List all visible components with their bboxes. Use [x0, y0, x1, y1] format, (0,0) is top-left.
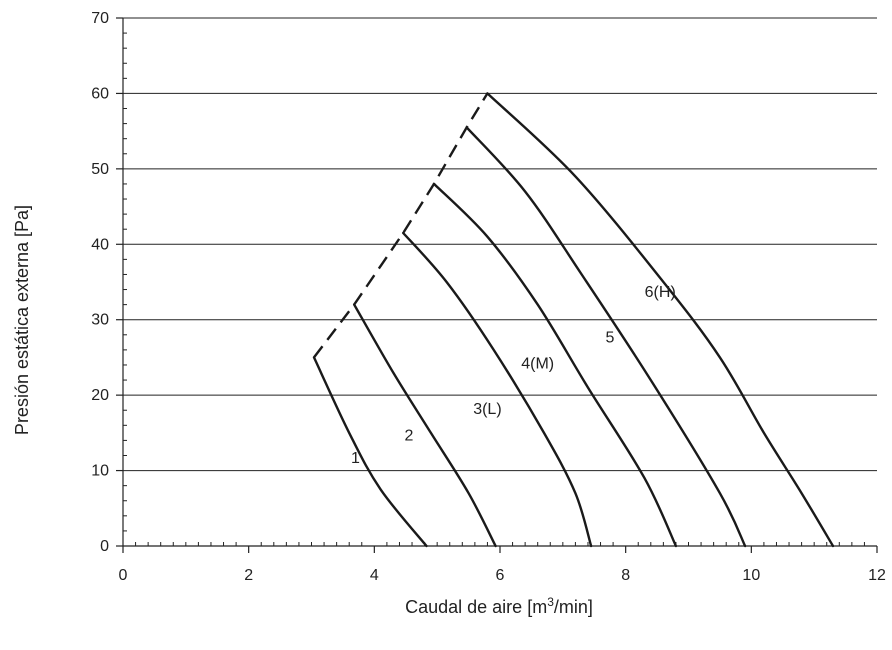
y-tick-label-20: 20	[91, 387, 109, 404]
y-tick-label-0: 0	[100, 538, 109, 555]
curve-label-3: 3(L)	[473, 401, 501, 418]
curve-2	[353, 303, 497, 548]
x-tick-label-6: 6	[496, 567, 505, 584]
curve-label-5: 5	[606, 329, 615, 346]
y-tick-label-40: 40	[91, 236, 109, 253]
curve-label-4: 4(M)	[521, 356, 554, 373]
x-axis-title: Caudal de aire [m3/min]	[405, 595, 593, 617]
x-tick-label-4: 4	[370, 567, 379, 584]
curve-label-2: 2	[404, 427, 413, 444]
curve-label-6: 6(H)	[645, 284, 676, 301]
curve-5	[465, 126, 747, 548]
y-axis-title: Presión estática externa [Pa]	[12, 205, 32, 435]
curve-4	[432, 182, 678, 548]
y-tick-label-70: 70	[91, 10, 109, 27]
curve-1	[312, 356, 428, 548]
grid-lines	[123, 17, 877, 472]
performance-curves	[312, 92, 835, 548]
y-tick-label-10: 10	[91, 463, 109, 480]
x-tick-label-2: 2	[244, 567, 253, 584]
x-tick-label-0: 0	[119, 567, 128, 584]
curve-6	[486, 92, 835, 548]
y-tick-label-60: 60	[91, 85, 109, 102]
limit-line-dashed	[313, 92, 489, 359]
curve-label-1: 1	[351, 450, 360, 467]
x-tick-label-8: 8	[621, 567, 630, 584]
x-tick-label-12: 12	[868, 567, 886, 584]
x-tick-label-10: 10	[742, 567, 760, 584]
y-tick-label-50: 50	[91, 161, 109, 178]
curve-3	[402, 231, 593, 548]
curve-labels: 1 2 3(L) 4(M) 5 6(H)	[351, 284, 676, 467]
y-tick-label-30: 30	[91, 312, 109, 329]
